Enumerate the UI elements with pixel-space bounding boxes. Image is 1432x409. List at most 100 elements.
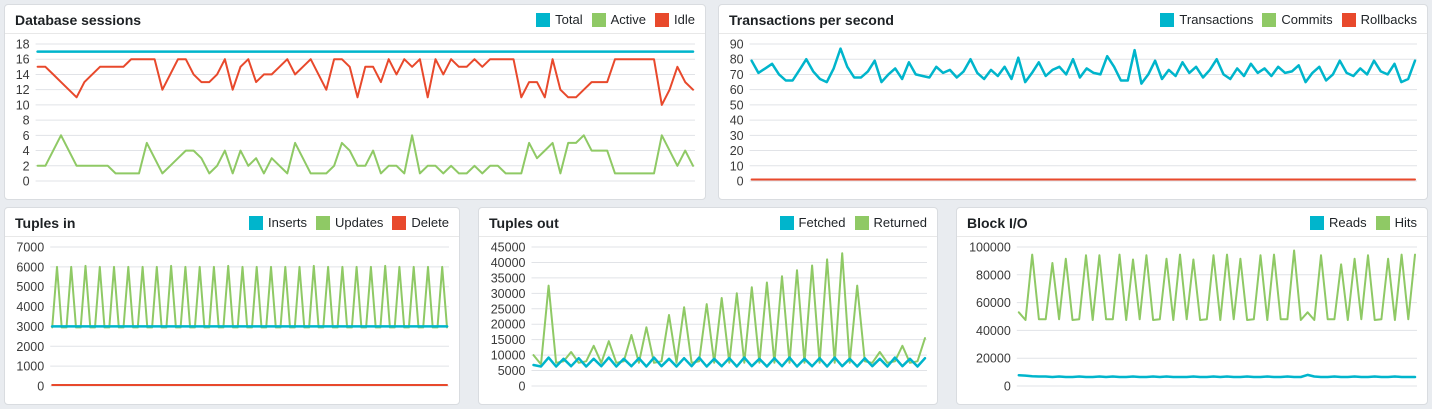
y-tick-label: 8 — [23, 114, 30, 128]
y-tick-label: 6000 — [16, 260, 44, 274]
chart-tuples-out: 0 5000 10000 15000 20000 25000 30000 35000 40000… — [479, 237, 937, 404]
panel-block-io: Block I/O Reads Hits 0 20000 40000 60000 8000… — [956, 207, 1428, 405]
panel-tuples-in: Tuples in Inserts Updates Delete 0 1000 2000… — [4, 207, 460, 405]
panel-title: Tuples in — [15, 214, 76, 231]
y-tick-label: 30 — [730, 129, 744, 143]
y-tick-label: 0 — [1004, 380, 1011, 394]
legend-item-reads: Reads — [1310, 215, 1367, 230]
y-tick-label: 0 — [519, 380, 526, 394]
series-active — [36, 134, 694, 175]
legend: Reads Hits — [1310, 215, 1417, 230]
y-tick-label: 0 — [23, 175, 30, 189]
panel-title: Transactions per second — [729, 11, 894, 28]
y-tick-label: 60 — [730, 83, 744, 97]
chart-database-sessions: 0 2 4 6 8 10 12 14 16 18 — [5, 34, 705, 199]
series-fetched — [532, 356, 927, 368]
legend-label: Active — [610, 12, 647, 27]
panel-header: Database sessions Total Active Idle — [5, 5, 705, 34]
legend-item-hits: Hits — [1375, 215, 1417, 230]
legend-swatch-reads — [1310, 215, 1325, 230]
series-reads — [1017, 373, 1417, 379]
y-tick-label: 20000 — [491, 318, 526, 332]
legend-label: Rollbacks — [1360, 12, 1417, 27]
legend-swatch-fetched — [779, 215, 794, 230]
legend-swatch-returned — [854, 215, 869, 230]
legend-item-active: Active — [591, 12, 647, 27]
y-tick-label: 90 — [730, 38, 744, 52]
y-tick-label: 0 — [37, 380, 44, 394]
y-tick-label: 45000 — [491, 241, 526, 255]
legend-item-idle: Idle — [655, 12, 695, 27]
series-returned — [532, 252, 926, 366]
y-tick-label: 40000 — [976, 324, 1011, 338]
legend-swatch-updates — [316, 215, 330, 230]
series-idle — [36, 58, 694, 106]
y-tick-label: 18 — [16, 38, 30, 52]
y-tick-label: 35000 — [491, 271, 526, 285]
y-tick-label: 40000 — [491, 256, 526, 270]
legend-label: Transactions — [1179, 12, 1254, 27]
y-tick-label: 3000 — [16, 320, 44, 334]
legend-item-total: Total — [536, 12, 583, 27]
y-tick-label: 5000 — [16, 280, 44, 294]
legend-label: Commits — [1281, 12, 1333, 27]
y-tick-label: 40 — [730, 114, 744, 128]
legend-label: Inserts — [267, 215, 307, 230]
panel-header: Tuples out Fetched Returned — [479, 208, 937, 237]
y-tick-label: 10000 — [491, 349, 526, 363]
legend-label: Reads — [1329, 215, 1367, 230]
legend: Transactions Commits Rollbacks — [1160, 12, 1417, 27]
y-tick-label: 1000 — [16, 360, 44, 374]
y-tick-label: 50 — [730, 98, 744, 112]
legend-item-fetched: Fetched — [779, 215, 846, 230]
y-tick-label: 100000 — [969, 241, 1011, 255]
y-tick-label: 16 — [16, 53, 30, 67]
legend-item-rollbacks: Rollbacks — [1341, 12, 1417, 27]
legend-label: Idle — [674, 12, 695, 27]
y-tick-label: 20000 — [976, 352, 1011, 366]
legend-swatch-delete — [392, 215, 407, 230]
y-tick-label: 20 — [730, 144, 744, 158]
panel-header: Block I/O Reads Hits — [957, 208, 1427, 237]
y-tick-label: 15000 — [491, 333, 526, 347]
y-tick-label: 14 — [16, 68, 30, 82]
legend-swatch-idle — [655, 12, 670, 27]
y-tick-label: 80 — [730, 53, 744, 67]
panel-title: Database sessions — [15, 11, 142, 28]
legend-swatch-hits — [1375, 215, 1390, 230]
legend-item-delete: Delete — [392, 215, 449, 230]
panel-header: Transactions per second Transactions Comm… — [719, 5, 1427, 34]
panel-title: Tuples out — [489, 214, 559, 231]
chart-tuples-in: 0 1000 2000 3000 4000 5000 6000 7000 — [5, 237, 459, 404]
legend-label: Hits — [1394, 215, 1417, 230]
y-tick-label: 10 — [730, 159, 744, 173]
legend-swatch-total — [536, 12, 551, 27]
legend-item-commits: Commits — [1262, 12, 1333, 27]
panel-tuples-out: Tuples out Fetched Returned 0 5000 10000 150… — [478, 207, 938, 405]
y-tick-label: 70 — [730, 68, 744, 82]
legend: Fetched Returned — [779, 215, 927, 230]
y-tick-label: 2000 — [16, 340, 44, 354]
y-tick-label: 2 — [23, 159, 30, 173]
legend-label: Fetched — [798, 215, 846, 230]
y-tick-label: 4 — [23, 144, 30, 158]
legend-swatch-commits — [1262, 12, 1277, 27]
y-tick-label: 6 — [23, 129, 30, 143]
chart-transactions-per-second: 0 10 20 30 40 50 60 70 80 90 — [719, 34, 1427, 199]
y-tick-label: 5000 — [498, 364, 526, 378]
y-tick-label: 10 — [16, 98, 30, 112]
legend-label: Returned — [873, 215, 927, 230]
panel-title: Block I/O — [967, 214, 1028, 231]
y-tick-label: 30000 — [491, 287, 526, 301]
legend-label: Updates — [335, 215, 384, 230]
row-bottom: Tuples in Inserts Updates Delete 0 1000 2000… — [4, 207, 1428, 405]
y-tick-label: 80000 — [976, 268, 1011, 282]
y-tick-label: 0 — [737, 175, 744, 189]
legend-swatch-transactions — [1160, 12, 1175, 27]
y-tick-label: 25000 — [491, 302, 526, 316]
legend: Total Active Idle — [536, 12, 695, 27]
legend-item-returned: Returned — [854, 215, 927, 230]
